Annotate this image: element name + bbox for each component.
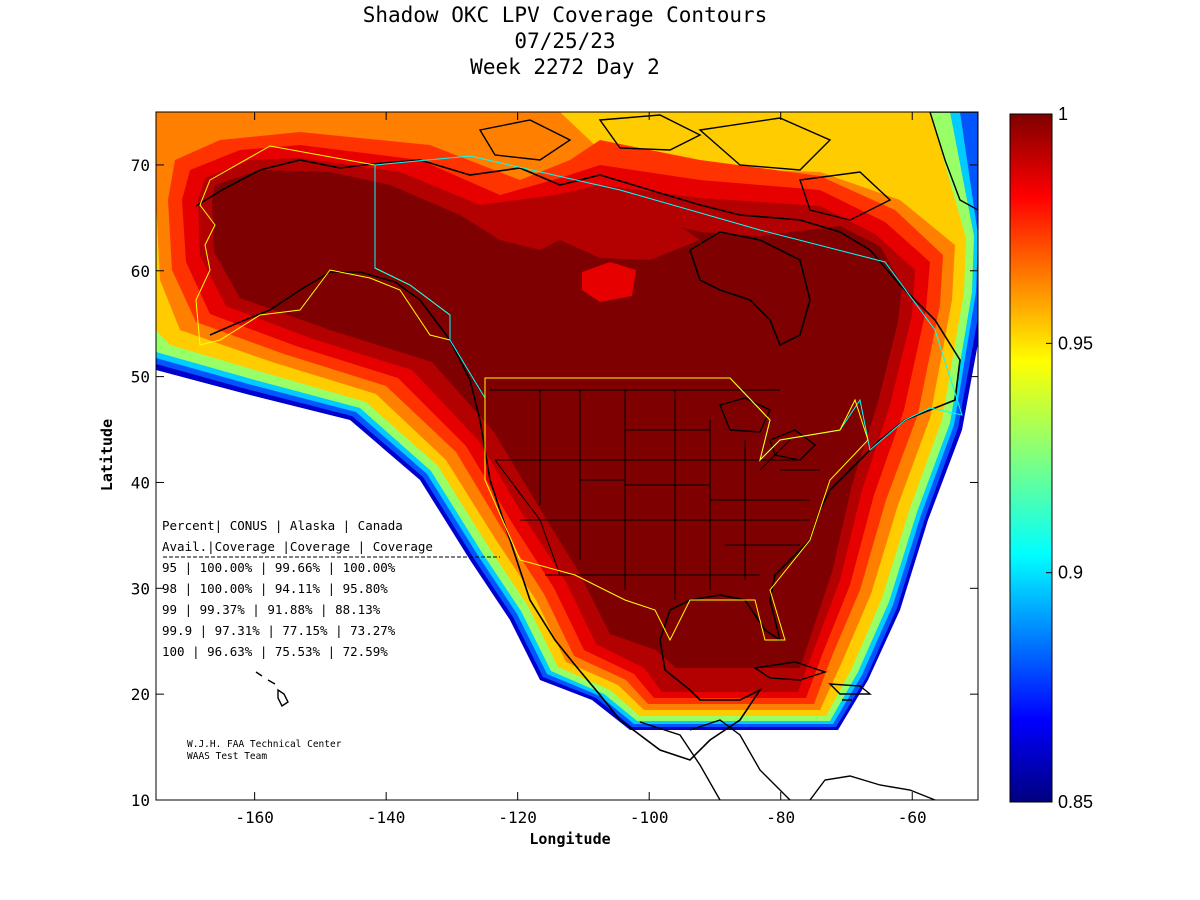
y-axis: 10 20 30 40 50 60 70 xyxy=(131,156,978,810)
credits: W.J.H. FAA Technical Center WAAS Test Te… xyxy=(187,739,342,762)
table-header-row-1: Percent| CONUS | Alaska | Canada xyxy=(162,518,403,533)
table-row: 99 | 99.37% | 91.88% | 88.13% xyxy=(162,602,381,617)
colorbar-tick-label: 1 xyxy=(1058,104,1068,124)
colorbar-ticks: 1 0.95 0.9 0.85 xyxy=(1046,104,1093,812)
geographic-outlines xyxy=(195,112,978,800)
x-tick-label: -120 xyxy=(498,808,537,827)
colorbar-gradient xyxy=(1009,113,1053,803)
map-week-day: Week 2272 Day 2 xyxy=(470,55,660,79)
caribbean-islands-outline xyxy=(753,661,872,701)
credit-line-2: WAAS Test Team xyxy=(187,751,267,762)
plot-frame xyxy=(155,111,979,801)
x-tick-label: -140 xyxy=(367,808,406,827)
us-state-boundaries xyxy=(490,389,820,600)
contour-band-1.00 xyxy=(212,170,902,668)
availability-table: Percent| CONUS | Alaska | Canada Avail.|… xyxy=(162,518,500,659)
colorbar: 1 0.95 0.9 0.85 xyxy=(1009,104,1093,812)
y-tick-label: 20 xyxy=(131,685,150,704)
table-header-row-2: Avail.|Coverage |Coverage | Coverage xyxy=(162,539,433,554)
conus-region-boundary xyxy=(484,377,869,642)
y-tick-label: 60 xyxy=(131,262,150,281)
map-date: 07/25/23 xyxy=(514,29,616,53)
y-tick-label: 30 xyxy=(131,579,150,598)
table-row: 99.9 | 97.31% | 77.15% | 73.27% xyxy=(162,623,396,638)
plot-area: Percent| CONUS | Alaska | Canada Avail.|… xyxy=(155,111,979,801)
table-row: 95 | 100.00% | 99.66% | 100.00% xyxy=(162,560,396,575)
coverage-region-boundaries xyxy=(195,145,963,642)
colorbar-tick-label: 0.9 xyxy=(1058,563,1083,583)
y-tick-label: 50 xyxy=(131,368,150,387)
table-row: 98 | 100.00% | 94.11% | 95.80% xyxy=(162,581,388,596)
x-tick-label: -100 xyxy=(630,808,669,827)
great-lakes-outline xyxy=(719,397,817,461)
x-axis: -160 -140 -120 -100 -80 -60 xyxy=(235,112,927,827)
south-america-outline xyxy=(809,775,936,800)
contour-pocket-0.98 xyxy=(582,262,636,302)
colorbar-tick-label: 0.85 xyxy=(1058,792,1093,812)
colorbar-tick-label: 0.95 xyxy=(1058,333,1093,353)
x-tick-label: -60 xyxy=(898,808,927,827)
hawaii-islands-outline xyxy=(255,671,289,708)
y-axis-title: Latitude xyxy=(98,419,116,491)
y-tick-label: 10 xyxy=(131,791,150,810)
greenland-outline xyxy=(929,112,978,211)
credit-line-1: W.J.H. FAA Technical Center xyxy=(187,739,342,750)
x-tick-label: -80 xyxy=(766,808,795,827)
north-america-coastline xyxy=(195,159,961,761)
x-axis-title: Longitude xyxy=(529,830,610,848)
y-tick-label: 70 xyxy=(131,156,150,175)
contour-pocket-0.99 xyxy=(540,200,700,260)
arctic-islands-outline xyxy=(478,114,892,221)
table-row: 100 | 96.63% | 75.53% | 72.59% xyxy=(162,644,388,659)
coverage-contours xyxy=(156,112,978,730)
y-tick-label: 40 xyxy=(131,473,150,492)
map-title: Shadow OKC LPV Coverage Contours xyxy=(362,3,768,27)
hudson-bay-coastline xyxy=(689,231,811,347)
central-america-outline xyxy=(639,719,791,800)
x-tick-label: -160 xyxy=(235,808,274,827)
